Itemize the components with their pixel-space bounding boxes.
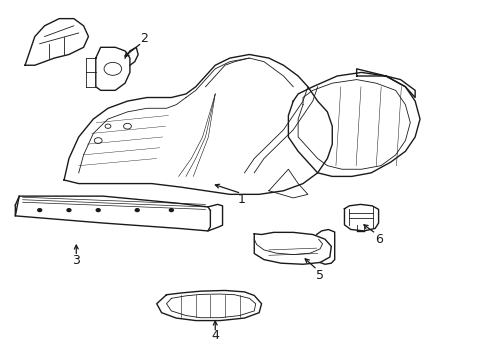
Text: 6: 6 <box>374 233 382 246</box>
Circle shape <box>135 209 139 212</box>
Circle shape <box>38 209 41 212</box>
Text: 3: 3 <box>72 254 80 267</box>
Text: 4: 4 <box>211 329 219 342</box>
Text: 5: 5 <box>315 269 324 282</box>
Circle shape <box>96 209 100 212</box>
Circle shape <box>67 209 71 212</box>
Circle shape <box>169 209 173 212</box>
Text: 2: 2 <box>141 32 148 45</box>
Text: 1: 1 <box>238 193 245 206</box>
